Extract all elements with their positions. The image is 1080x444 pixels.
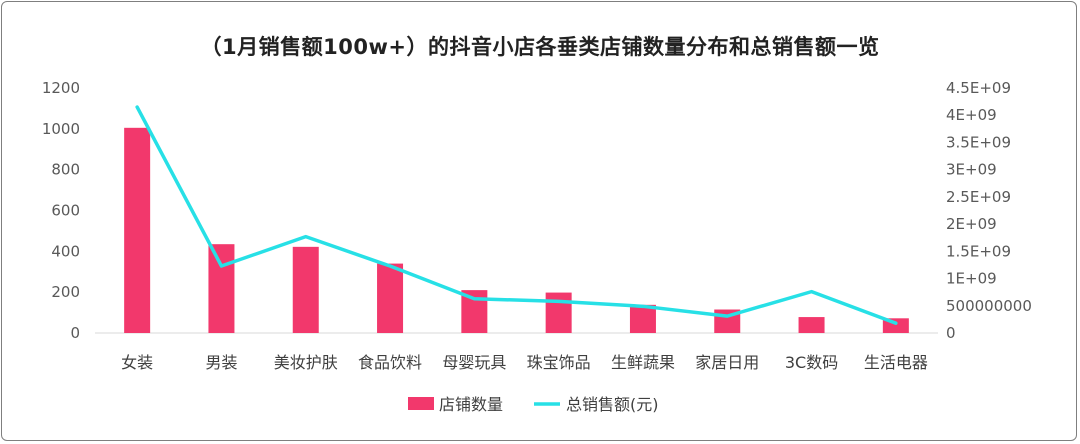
left-axis-tick-label: 600 [51,202,80,220]
right-axis-tick-label: 1E+09 [946,270,997,288]
left-axis-tick-label: 800 [51,161,80,179]
bar-store-count [798,317,825,333]
right-axis-tick-label: 4E+09 [946,106,997,124]
category-label: 生鲜蔬果 [611,353,675,372]
left-axis-tick-label: 1200 [42,79,80,97]
bar-store-count [377,263,404,333]
category-label: 珠宝饰品 [527,353,591,372]
category-label: 母婴玩具 [442,353,506,372]
legend-label-total-sales: 总销售额(元) [566,395,659,414]
category-label: 生活电器 [864,353,928,372]
right-axis-tick-label: 3.5E+09 [946,133,1011,151]
category-label: 家居日用 [695,353,759,372]
legend-swatch-store-count [408,397,434,410]
right-axis-tick-label: 2E+09 [946,215,997,233]
category-label: 美妆护肤 [274,353,338,372]
right-axis-tick-label: 3E+09 [946,161,997,179]
category-label: 女装 [121,353,153,372]
right-axis-tick-label: 500000000 [946,297,1032,315]
left-axis-tick-label: 0 [70,324,80,342]
bar-store-count [124,127,151,333]
bar-store-count [208,244,235,333]
left-axis-tick-label: 400 [51,242,80,260]
right-axis-tick-label: 2.5E+09 [946,188,1011,206]
category-label: 3C数码 [785,353,838,372]
right-axis-tick-label: 1.5E+09 [946,242,1011,260]
right-axis-tick-label: 4.5E+09 [946,79,1011,97]
bar-store-count [629,304,656,333]
left-axis-tick-label: 1000 [42,120,80,138]
bar-store-count [292,246,319,333]
category-label: 食品饮料 [358,353,422,372]
left-axis-tick-label: 200 [51,283,80,301]
category-label: 男装 [205,353,237,372]
chart-title: （1月销售额100w+）的抖音小店各垂类店铺数量分布和总销售额一览 [200,35,880,59]
legend-label-store-count: 店铺数量 [439,395,503,414]
bar-store-count [545,292,572,333]
right-axis-tick-label: 0 [946,324,956,342]
line-total-sales [135,105,898,325]
